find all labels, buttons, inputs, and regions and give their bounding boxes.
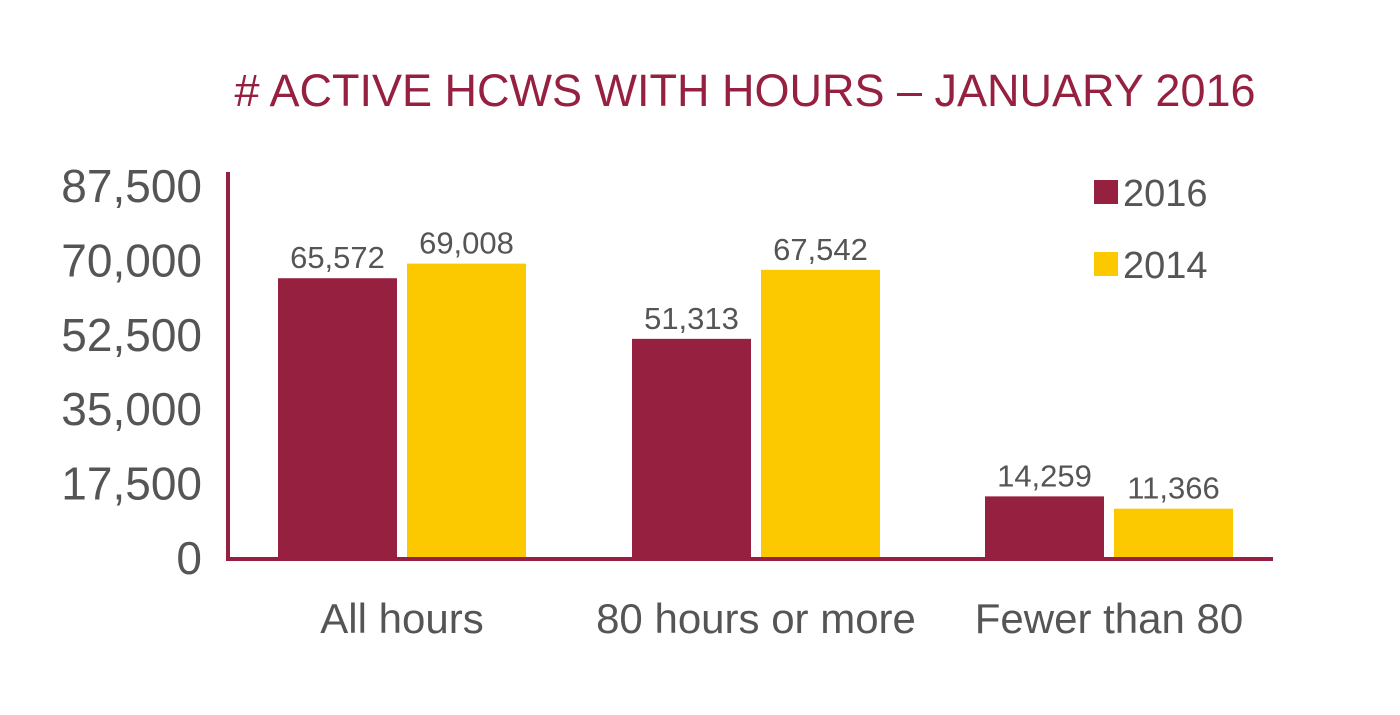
x-category-label: Fewer than 80: [975, 595, 1244, 642]
bar-2016-2: [632, 338, 751, 561]
y-tick-label: 0: [176, 532, 202, 584]
y-tick-label: 52,500: [61, 309, 202, 361]
bar-2016-1: [278, 278, 397, 561]
bar-2014-3: [1114, 508, 1233, 561]
y-tick-label: 70,000: [61, 234, 202, 286]
value-label-2016-2: 51,313: [644, 301, 739, 336]
legend-swatch-2016: [1094, 180, 1118, 204]
value-label-2016-3: 14,259: [997, 458, 1092, 493]
bar-2016-3: [985, 496, 1104, 561]
y-tick-label: 35,000: [61, 383, 202, 435]
legend-label-2016: 2016: [1123, 173, 1208, 215]
value-label-2014-3: 11,366: [1127, 471, 1220, 506]
legend-label-2014: 2014: [1123, 245, 1208, 287]
value-label-2014-2: 67,542: [773, 232, 868, 267]
y-tick-label: 17,500: [61, 458, 202, 510]
value-labels: 65,572 69,008 51,313 67,542 14,259 11,366: [290, 226, 1220, 506]
value-label-2014-1: 69,008: [419, 226, 514, 261]
value-label-2016-1: 65,572: [290, 240, 385, 275]
bar-2014-2: [761, 269, 880, 561]
x-axis: All hours 80 hours or more Fewer than 80: [226, 557, 1273, 642]
bars: [278, 263, 1233, 561]
x-category-label: All hours: [320, 595, 483, 642]
legend: 2016 2014: [1094, 173, 1208, 287]
chart-title: # ACTIVE HCWS WITH HOURS – JANUARY 2016: [234, 65, 1255, 116]
y-axis: 0 17,500 35,000 52,500 70,000 87,500: [61, 160, 230, 584]
bar-2014-1: [407, 263, 526, 561]
x-category-label: 80 hours or more: [596, 595, 916, 642]
y-tick-label: 87,500: [61, 160, 202, 212]
legend-swatch-2014: [1094, 252, 1118, 276]
